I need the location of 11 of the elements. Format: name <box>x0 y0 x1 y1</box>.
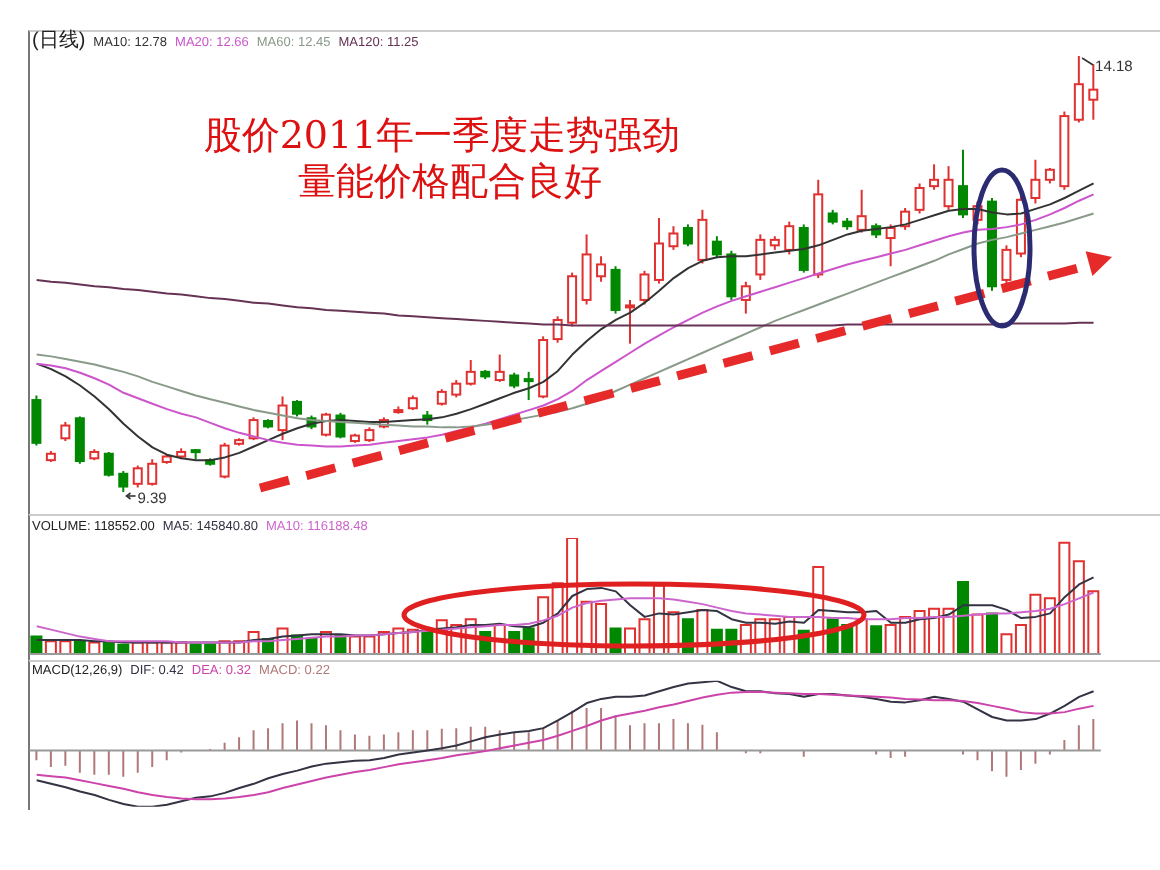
text: 股价2011年一季度走势强劲 <box>203 114 681 158</box>
candlestick <box>1088 63 1099 121</box>
bar <box>870 625 883 654</box>
bar <box>957 581 970 654</box>
text: 量能价格配合良好 <box>298 160 602 204</box>
bar <box>88 641 101 654</box>
bar <box>985 612 998 654</box>
candlestick <box>755 233 766 281</box>
legend-title: (日线) <box>32 30 86 52</box>
bar <box>421 630 434 654</box>
bar <box>971 613 984 654</box>
